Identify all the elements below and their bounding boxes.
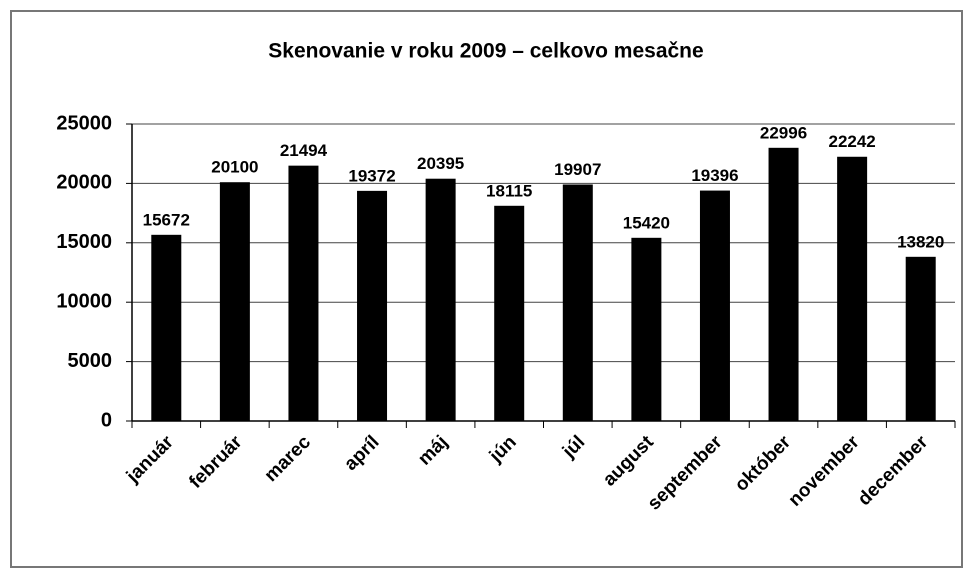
bar	[631, 237, 662, 421]
data-label: 19907	[554, 160, 601, 179]
data-label: 19372	[348, 166, 395, 185]
data-label: 20100	[211, 158, 258, 177]
data-label: 15420	[623, 213, 670, 232]
bar	[699, 190, 730, 421]
y-tick-label: 0	[101, 409, 112, 431]
bar	[494, 205, 525, 421]
data-label: 18115	[486, 181, 532, 200]
bar	[425, 178, 456, 421]
data-label: 20395	[417, 154, 464, 173]
data-label: 21494	[280, 141, 328, 160]
bar	[151, 234, 182, 421]
y-tick-label: 5000	[68, 350, 113, 372]
y-tick-label: 25000	[56, 112, 112, 134]
data-label: 15672	[143, 210, 190, 229]
bar	[357, 190, 388, 421]
bar	[837, 156, 868, 421]
y-tick-label: 15000	[56, 231, 112, 253]
data-label: 13820	[897, 232, 944, 251]
data-label: 19396	[691, 166, 738, 185]
y-tick-label: 20000	[56, 172, 112, 194]
bar	[219, 182, 250, 421]
bar	[905, 256, 936, 421]
bar	[288, 165, 319, 421]
data-label: 22996	[760, 123, 807, 142]
bar	[562, 184, 593, 421]
bar	[768, 147, 799, 421]
data-label: 22242	[828, 132, 875, 151]
y-tick-label: 10000	[56, 290, 112, 312]
chart-title: Skenovanie v roku 2009 – celkovo mesačne	[268, 40, 703, 63]
